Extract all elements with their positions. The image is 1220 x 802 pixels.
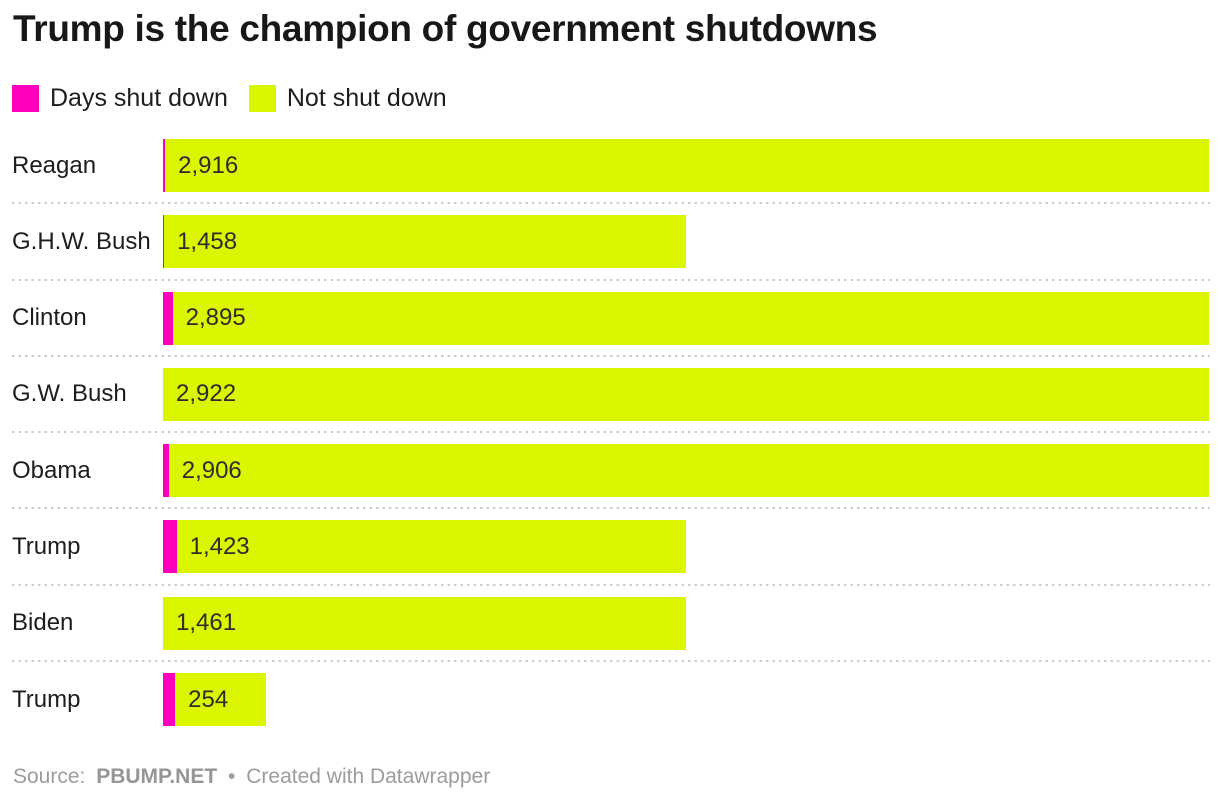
president-label: Clinton xyxy=(12,304,87,332)
footer-separator: • xyxy=(228,765,236,788)
shutdown-segment[interactable] xyxy=(163,215,165,269)
shutdown-segment[interactable] xyxy=(163,291,173,345)
chart-row: Clinton 2,895 xyxy=(0,281,1220,357)
stacked-bar[interactable]: 2,922 xyxy=(163,367,1209,421)
footer: Source: PBUMP.NET • Created with Datawra… xyxy=(13,765,495,789)
legend-swatch-shutdown xyxy=(12,85,39,112)
bar-value-label: 1,458 xyxy=(177,227,238,255)
stacked-bar[interactable]: 1,423 xyxy=(163,520,686,574)
bar-value-label: 2,895 xyxy=(185,304,246,332)
chart-row: Biden 1,461 xyxy=(0,586,1220,663)
row-separator xyxy=(12,354,1210,357)
legend-swatch-open xyxy=(248,85,276,112)
legend: Days shut down Not shut down xyxy=(12,84,447,113)
stacked-bar[interactable]: 2,906 xyxy=(163,444,1209,498)
legend-label: Days shut down xyxy=(50,84,228,112)
president-label: Biden xyxy=(12,609,74,637)
row-separator xyxy=(12,507,1210,510)
bar-value-label: 254 xyxy=(188,685,229,713)
president-label: Reagan xyxy=(12,151,97,179)
row-separator xyxy=(12,202,1210,205)
stacked-bar[interactable]: 2,916 xyxy=(163,139,1209,192)
chart-row: G.W. Bush 2,922 xyxy=(0,357,1220,434)
stacked-bar[interactable]: 254 xyxy=(163,673,267,727)
bar-value-label: 2,922 xyxy=(176,380,237,408)
chart-row: Obama 2,906 xyxy=(0,433,1220,510)
source-label: Source: xyxy=(13,765,86,788)
president-label: Obama xyxy=(12,456,91,484)
source-link[interactable]: PBUMP.NET xyxy=(96,765,218,788)
bar-value-label: 2,916 xyxy=(178,151,239,179)
president-label: Trump xyxy=(12,532,81,560)
row-separator xyxy=(12,660,1210,663)
shutdown-segment[interactable] xyxy=(163,444,169,498)
row-separator xyxy=(12,431,1210,434)
shutdown-segment[interactable] xyxy=(163,673,176,727)
president-label: G.W. Bush xyxy=(12,380,127,408)
stacked-bar[interactable]: 1,458 xyxy=(163,215,686,269)
chart-row: Trump 254 xyxy=(0,662,1220,738)
bar-value-label: 2,906 xyxy=(181,456,242,484)
datawrapper-credit-link[interactable]: Created with Datawrapper xyxy=(246,765,491,788)
chart-title: Trump is the champion of government shut… xyxy=(13,8,878,49)
stacked-bar[interactable]: 1,461 xyxy=(163,596,686,650)
legend-item-days-shut-down: Days shut down xyxy=(12,84,228,113)
chart-row: Reagan 2,916 xyxy=(0,128,1220,205)
legend-label: Not shut down xyxy=(286,84,447,112)
chart-row: Trump 1,423 xyxy=(0,509,1220,586)
bar-value-label: 1,423 xyxy=(189,532,250,560)
stacked-bar[interactable]: 2,895 xyxy=(163,291,1209,345)
president-label: G.H.W. Bush xyxy=(12,227,151,255)
legend-item-not-shut-down: Not shut down xyxy=(248,84,447,113)
shutdown-segment[interactable] xyxy=(163,139,166,192)
bar-value-label: 1,461 xyxy=(176,609,237,637)
shutdown-segment[interactable] xyxy=(163,520,177,574)
president-label: Trump xyxy=(12,685,81,713)
row-separator xyxy=(12,583,1210,586)
row-separator xyxy=(12,278,1210,281)
chart-row: G.H.W. Bush 1,458 xyxy=(0,204,1220,281)
bar-chart-rows: Reagan 2,916 G.H.W. Bush 1,458 Clinton 2… xyxy=(0,128,1220,738)
